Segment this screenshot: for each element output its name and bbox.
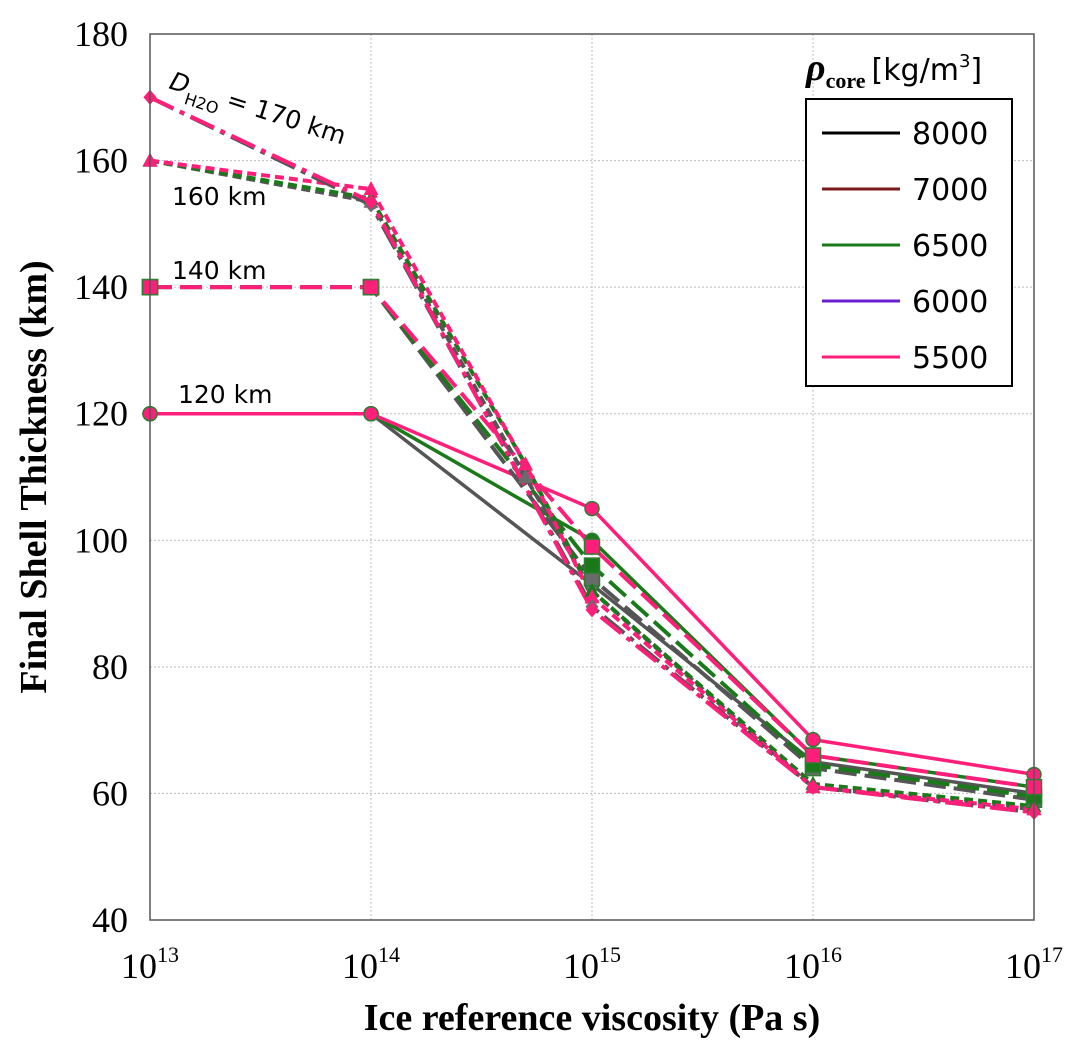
annotation-d140: 140 km	[172, 256, 267, 285]
y-tick-label: 140	[74, 267, 128, 307]
data-point	[362, 278, 380, 296]
y-axis-title: Final Shell Thickness (km)	[13, 260, 55, 693]
legend-box	[805, 98, 1013, 387]
x-axis-ticks: 1013 1014 1015 1016 1017	[121, 942, 1063, 986]
legend-label-8000: 8000	[912, 117, 988, 152]
data-point	[363, 405, 379, 422]
data-point	[806, 779, 820, 795]
y-tick-label: 80	[92, 647, 128, 687]
data-point	[517, 456, 533, 471]
data-point	[584, 589, 600, 604]
y-tick-label: 120	[74, 394, 128, 434]
y-tick-label: 40	[92, 900, 128, 940]
series-line-160km-8000	[149, 158, 1035, 812]
y-tick-label: 160	[74, 141, 128, 181]
annotation-d160: 160 km	[172, 182, 267, 211]
plot-frame	[149, 33, 1035, 921]
y-tick-label: 100	[74, 520, 128, 560]
data-point	[585, 602, 599, 618]
data-point	[805, 731, 821, 748]
legend-label-7000: 7000	[912, 173, 988, 208]
x-tick-label: 1014	[342, 942, 400, 986]
x-tick-label: 1016	[784, 942, 842, 986]
data-point	[517, 469, 533, 483]
legend-label-6000: 6000	[912, 285, 988, 320]
legend-label-6500: 6500	[912, 229, 988, 264]
legend-title-unit: [kg/m	[871, 53, 958, 88]
annotation-d120: 120 km	[178, 380, 273, 409]
x-tick-label: 1013	[121, 942, 179, 986]
legend-title-unit-sup: 3	[959, 51, 970, 72]
legend-title: ρcore [kg/m3]	[805, 47, 982, 93]
x-tick-label: 1017	[1005, 942, 1063, 986]
legend-label-5500: 5500	[912, 341, 988, 376]
x-tick-label: 1015	[563, 942, 621, 986]
data-point	[364, 194, 378, 210]
x-axis-title: Ice reference viscosity (Pa s)	[364, 997, 821, 1039]
data-point	[583, 538, 601, 555]
legend-title-unit-end: ]	[970, 53, 982, 88]
data-point	[584, 500, 600, 517]
legend-title-symbol: ρ	[805, 47, 826, 89]
data-point	[363, 181, 379, 196]
data-point	[804, 747, 822, 764]
legend-entries: 8000 7000 6500 6000 5500	[822, 117, 988, 376]
y-tick-label: 180	[74, 14, 128, 54]
legend-title-sub: core	[826, 68, 866, 93]
data-point	[583, 557, 601, 574]
legend: ρcore [kg/m3] 8000 7000 6500 6000 5500	[805, 47, 1013, 387]
y-tick-label: 60	[92, 773, 128, 813]
y-axis-ticks: 40 60 80 100 120 140 160 180	[74, 14, 128, 940]
